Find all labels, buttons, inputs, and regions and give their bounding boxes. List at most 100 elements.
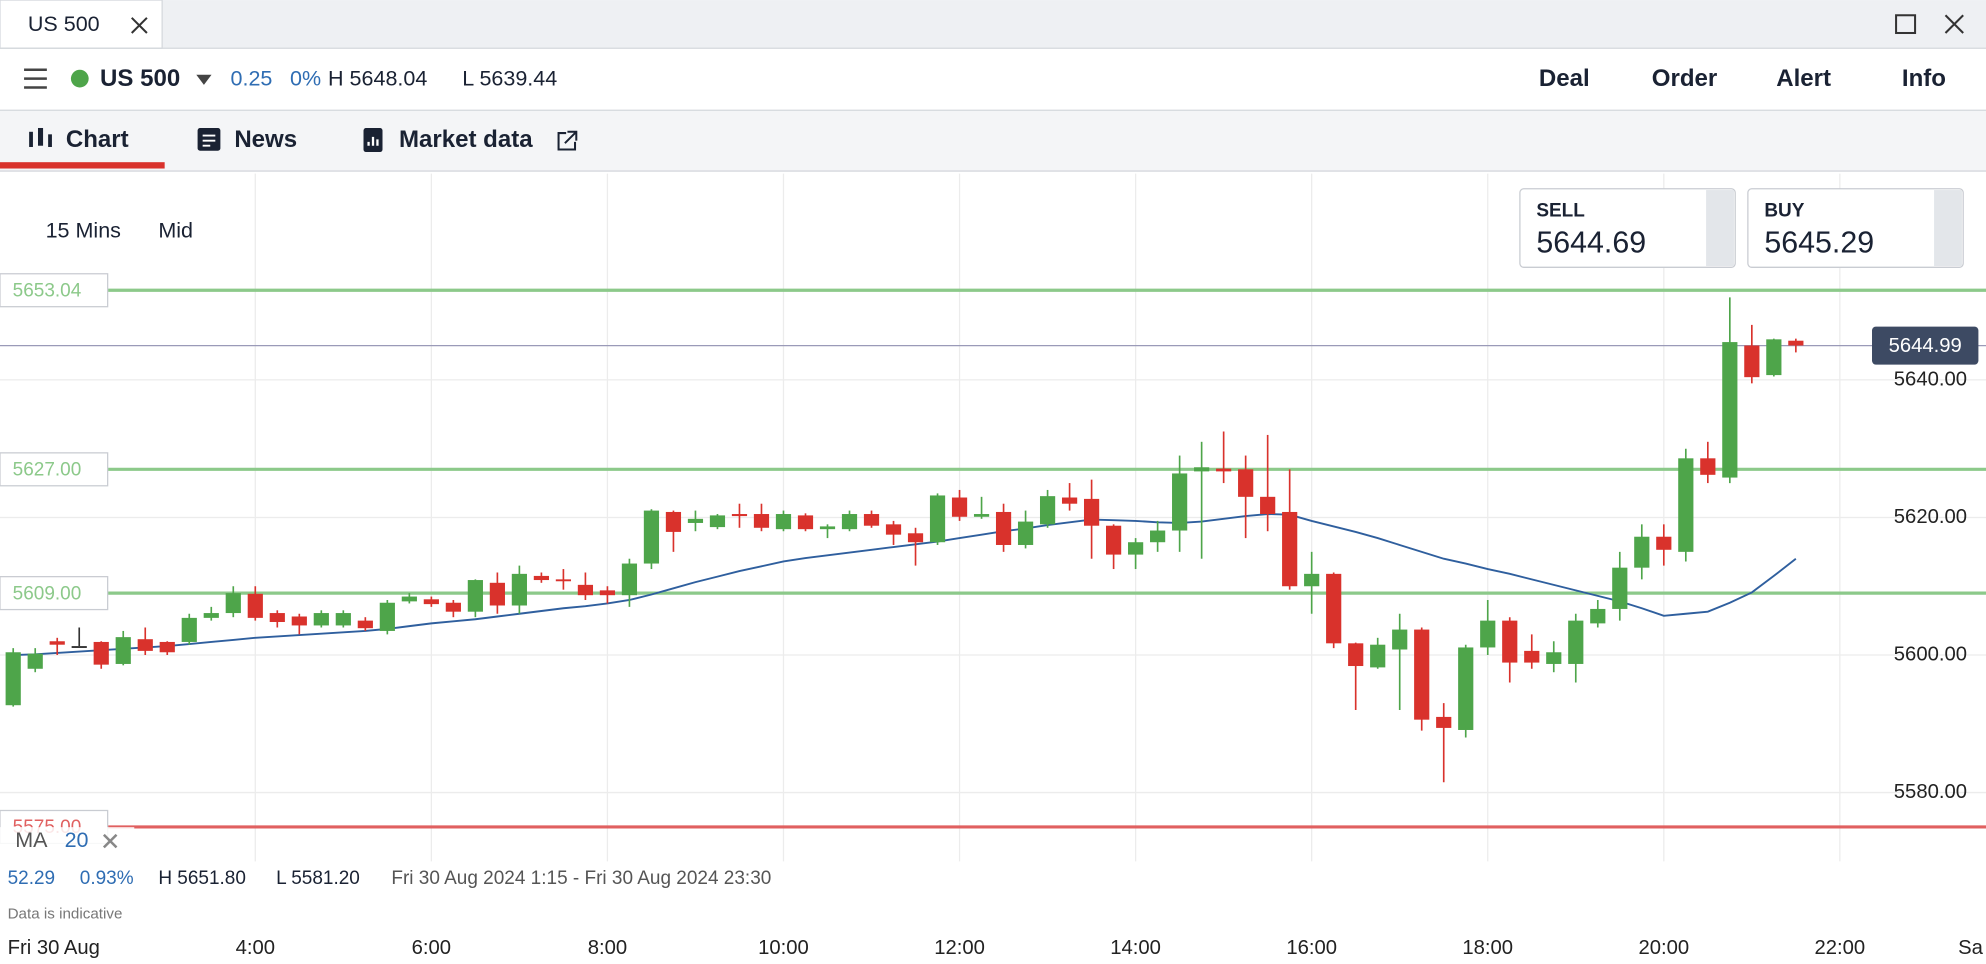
candle-body [973, 514, 990, 517]
candle-body [1061, 497, 1078, 504]
candle-body [423, 599, 439, 605]
candle-body [27, 653, 43, 669]
candle-body [247, 593, 263, 618]
candle-body [687, 518, 704, 523]
external-link-icon[interactable] [557, 130, 578, 151]
action-button[interactable]: Info [1902, 65, 1946, 92]
date-label: Sa [1958, 937, 1984, 959]
x-tick-label: 16:00 [1286, 937, 1337, 959]
candle-body [907, 533, 924, 543]
period-change-pct: 0.93% [80, 868, 134, 889]
close-window-icon[interactable] [1944, 14, 1964, 34]
candle-body [1106, 525, 1122, 555]
level-label: 5627.00 [13, 460, 82, 481]
active-tab-indicator [0, 162, 165, 169]
candle-body [313, 613, 329, 626]
candle-body [1436, 716, 1452, 728]
candle-body [1216, 468, 1232, 472]
ma-legend-name: MA [15, 828, 48, 852]
candle-body [1304, 573, 1320, 587]
candle-body [1414, 629, 1430, 720]
candle-body [357, 620, 373, 629]
day-high: H 5648.04 [328, 67, 427, 91]
close-tab-icon[interactable] [131, 17, 148, 34]
x-tick-label: 10:00 [758, 937, 809, 959]
nav-tab[interactable]: Market data [399, 126, 533, 153]
price-type-selector[interactable]: Mid [158, 219, 193, 243]
candle-body [643, 510, 660, 564]
candle-body [1392, 629, 1408, 650]
sell-button-edge [1706, 190, 1734, 267]
candle-body [929, 495, 946, 543]
y-tick-label: 5640.00 [1894, 368, 1967, 390]
period-change: 52.29 [8, 868, 56, 889]
market-name[interactable]: US 500 [100, 65, 180, 92]
tab-bar [0, 0, 1986, 49]
disclaimer: Data is indicative [8, 906, 123, 923]
candle-body [401, 596, 417, 602]
candle-body [225, 593, 241, 614]
nav-bar [0, 110, 1986, 172]
buy-button[interactable] [1747, 188, 1964, 268]
x-tick-label: 6:00 [412, 937, 451, 959]
nav-tab[interactable]: Chart [66, 126, 129, 153]
remove-ma-icon[interactable] [102, 833, 118, 849]
candle-body [269, 613, 285, 623]
candle-body [379, 602, 395, 631]
x-tick-label: 8:00 [588, 937, 627, 959]
level-label: 5653.04 [13, 281, 82, 302]
level-label-box [0, 452, 109, 487]
current-price-label: 5644.99 [1889, 335, 1962, 357]
period-high: H 5651.80 [158, 868, 246, 889]
candle-body [445, 602, 461, 612]
candle-body [1634, 536, 1650, 568]
candle-body [709, 515, 726, 528]
market-status-dot [70, 69, 89, 88]
sell-button[interactable] [1519, 188, 1736, 268]
candle-body [1348, 643, 1364, 667]
candle-body [489, 582, 505, 606]
candle-body [1700, 458, 1716, 475]
candle-body [797, 515, 814, 530]
candle-body [1590, 608, 1606, 624]
market-dropdown-icon[interactable] [196, 74, 212, 85]
candle-body [1766, 339, 1782, 376]
y-tick-label: 5600.00 [1894, 643, 1967, 665]
candle-body [1194, 467, 1210, 472]
candles [5, 297, 1804, 783]
menu-icon[interactable] [24, 68, 47, 89]
grid [0, 173, 1986, 862]
candle-body [115, 637, 131, 664]
candle-body [1744, 345, 1760, 378]
x-tick-label: 4:00 [236, 937, 275, 959]
moving-average [13, 513, 1797, 656]
y-tick-label: 5580.00 [1894, 781, 1967, 803]
action-button[interactable]: Order [1652, 65, 1717, 92]
candle-body [181, 617, 197, 642]
ma-legend-period: 20 [65, 828, 89, 852]
candle-body [49, 641, 65, 645]
candle-body [1039, 496, 1056, 525]
window-tab[interactable] [0, 0, 163, 49]
candle-body [1282, 511, 1298, 587]
candle-body [93, 641, 109, 665]
candle-body [467, 580, 483, 612]
interval-selector[interactable]: 15 Mins [46, 219, 121, 243]
period-range: Fri 30 Aug 2024 1:15 - Fri 30 Aug 2024 2… [391, 868, 771, 889]
period-low: L 5581.20 [276, 868, 360, 889]
level-label: 5609.00 [13, 583, 82, 604]
candle-body [335, 613, 351, 626]
x-tick-label: 12:00 [934, 937, 985, 959]
maximize-icon[interactable] [1895, 14, 1917, 35]
action-button[interactable]: Alert [1776, 65, 1831, 92]
candle-body [1172, 473, 1188, 531]
x-tick-label: 22:00 [1815, 937, 1866, 959]
candle-body [885, 524, 902, 535]
candle-body [1612, 567, 1628, 609]
candle-body [1678, 458, 1694, 552]
nav-tab[interactable]: News [234, 126, 297, 153]
chart-tab-icon [29, 127, 52, 147]
candle-body [137, 639, 153, 651]
action-button[interactable]: Deal [1539, 65, 1590, 92]
candle-body [1017, 521, 1034, 545]
